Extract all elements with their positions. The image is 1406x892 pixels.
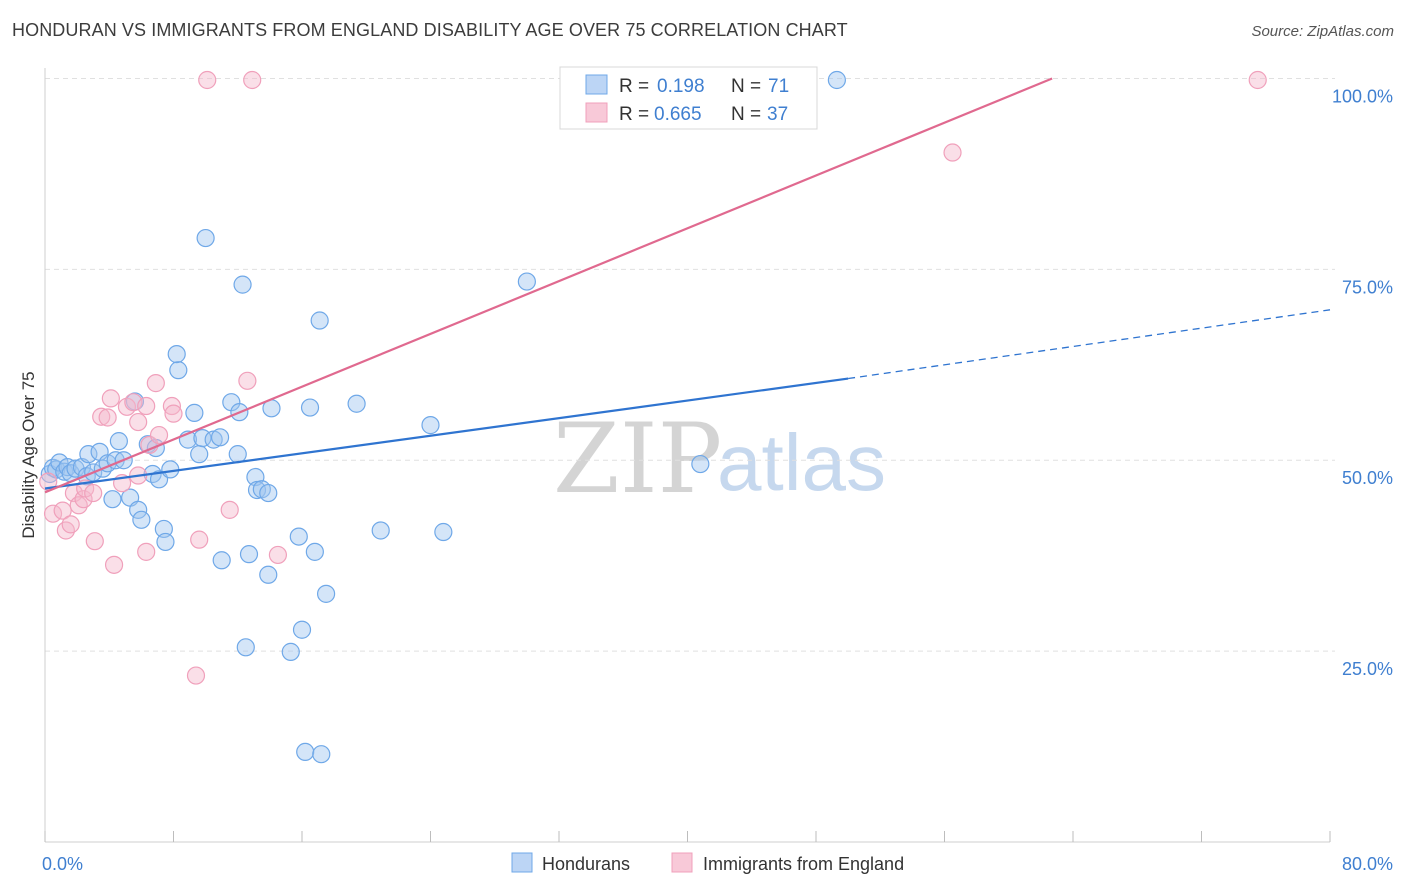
england-point xyxy=(53,501,72,520)
england-point xyxy=(129,412,148,432)
honduran-point xyxy=(210,428,230,447)
england-point xyxy=(92,407,111,426)
source-label: Source: ZipAtlas.com xyxy=(1251,23,1394,40)
honduran-point xyxy=(236,638,255,657)
honduran-point xyxy=(154,519,173,539)
honduran-point xyxy=(185,403,204,422)
honduran-point xyxy=(103,490,122,509)
honduran-point xyxy=(132,510,151,529)
bottom-legend-swatch-hondurans xyxy=(511,852,533,873)
y-tick-label: 100.0% xyxy=(1332,86,1393,106)
england-point xyxy=(220,500,239,519)
honduran-point xyxy=(312,745,331,764)
axes: 100.0% 75.0% 50.0% 25.0% 0.0% 80.0% xyxy=(42,68,1393,874)
honduran-point xyxy=(161,460,180,479)
england-point xyxy=(146,374,165,393)
x-tick-label-min: 0.0% xyxy=(42,854,83,874)
honduran-point xyxy=(79,445,98,464)
england-point xyxy=(61,515,80,534)
honduran-point xyxy=(827,70,846,90)
y-tick-label: 25.0% xyxy=(1342,659,1393,679)
legend-n-value-1: 71 xyxy=(768,76,789,97)
honduran-point xyxy=(259,565,278,584)
honduran-point xyxy=(169,361,188,380)
honduran-point xyxy=(517,272,536,291)
england-point xyxy=(137,396,156,416)
honduran-trend-extension xyxy=(848,309,1331,380)
honduran-point xyxy=(228,445,247,464)
england-point xyxy=(69,496,88,515)
legend-r-value-1: 0.198 xyxy=(657,76,705,97)
honduran-point xyxy=(156,532,175,552)
honduran-point xyxy=(421,416,440,435)
england-point xyxy=(56,521,75,540)
honduran-point xyxy=(167,345,186,364)
england-point xyxy=(84,483,103,503)
honduran-point xyxy=(289,527,308,546)
honduran-point xyxy=(316,584,336,603)
england-point xyxy=(101,389,120,408)
honduran-point xyxy=(371,521,390,540)
honduran-point xyxy=(691,454,710,474)
correlation-legend: R = 0.198 N = 71 R = 0.665 N = 37 xyxy=(559,66,818,130)
honduran-point xyxy=(434,522,453,542)
england-point xyxy=(137,542,156,561)
legend-swatch-blue xyxy=(585,74,608,95)
honduran-trend-line xyxy=(44,377,849,490)
england-point xyxy=(104,555,124,574)
honduran-point xyxy=(239,545,259,564)
legend-n-label-2: N = xyxy=(731,104,761,125)
honduran-point xyxy=(292,620,312,639)
watermark-atlas: atlas xyxy=(717,418,886,507)
england-point xyxy=(1248,70,1267,90)
honduran-point xyxy=(310,311,329,330)
england-point xyxy=(238,371,257,390)
bottom-legend-swatch-england xyxy=(671,852,693,873)
honduran-point xyxy=(347,394,366,413)
honduran-point xyxy=(305,542,324,561)
england-point xyxy=(943,143,962,162)
bottom-legend-hondurans: Hondurans xyxy=(542,854,630,874)
legend-n-value-2: 37 xyxy=(767,104,788,125)
y-axis-label: Disability Age Over 75 xyxy=(19,371,38,538)
england-point xyxy=(198,70,217,90)
honduran-point xyxy=(233,275,252,294)
england-point xyxy=(162,396,181,416)
trend-lines xyxy=(44,77,1331,494)
legend-r-value-2: 0.665 xyxy=(654,104,702,125)
honduran-point xyxy=(190,445,209,464)
gridlines xyxy=(45,77,1335,652)
england-point xyxy=(85,532,104,551)
y-tick-label: 50.0% xyxy=(1342,468,1393,488)
england-trend-line xyxy=(44,77,1053,494)
y-tick-label: 75.0% xyxy=(1342,277,1393,297)
england-point xyxy=(186,666,206,685)
legend-r-label-2: R = xyxy=(619,104,649,125)
england-point xyxy=(98,408,117,427)
honduran-point xyxy=(109,432,128,451)
honduran-point xyxy=(259,483,278,503)
england-point xyxy=(243,70,262,90)
chart-title: HONDURAN VS IMMIGRANTS FROM ENGLAND DISA… xyxy=(12,20,848,40)
legend-n-label-1: N = xyxy=(731,76,761,97)
honduran-point xyxy=(196,228,215,248)
honduran-point xyxy=(212,551,231,570)
honduran-point xyxy=(247,480,267,500)
honduran-point xyxy=(296,742,315,762)
bottom-legend-england: Immigrants from England xyxy=(703,854,904,874)
x-tick-label-max: 80.0% xyxy=(1342,854,1393,874)
series-england-points xyxy=(39,70,1267,685)
legend-swatch-pink xyxy=(585,102,608,123)
england-point xyxy=(149,425,169,445)
honduran-point xyxy=(129,500,148,519)
england-point xyxy=(268,545,288,565)
honduran-point xyxy=(281,642,300,661)
bottom-legend: Hondurans Immigrants from England xyxy=(511,852,904,874)
legend-r-label-1: R = xyxy=(619,76,649,97)
england-point xyxy=(190,530,209,549)
england-point xyxy=(164,404,183,423)
honduran-point xyxy=(300,398,320,417)
